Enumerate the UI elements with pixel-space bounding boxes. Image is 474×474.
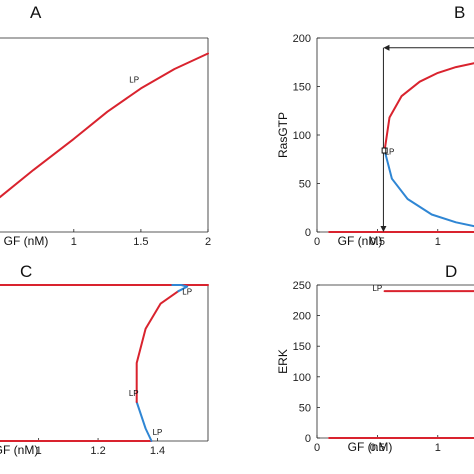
series-line-2 [383, 149, 474, 228]
vertical-arrow-head [380, 226, 387, 232]
series-line-1 [383, 62, 474, 152]
x-tick-label: 0 [314, 442, 320, 454]
series-line-2 [135, 401, 153, 442]
x-tick-label: 0.5 [370, 236, 385, 248]
lp-annotation: LP [153, 428, 163, 437]
x-tick-label: 2 [205, 236, 211, 248]
y-tick-label: 0 [305, 433, 311, 445]
panel-letter-d: D [445, 262, 457, 281]
lp-annotation: LP [372, 284, 382, 293]
lp-annotation: LP [385, 147, 395, 156]
x-tick-label: 1 [71, 236, 77, 248]
y-tick-label: 200 [293, 311, 311, 323]
x-tick-label: 1.5 [133, 236, 148, 248]
x-tick-label: 1 [435, 442, 441, 454]
lp-annotation: LP [129, 389, 139, 398]
y-tick-label: 0 [305, 227, 311, 239]
panel-d: 0 0.5 1 0 50 100 150 200 250 GF (nM) ERK LP [276, 280, 474, 454]
panel-letter-a: A [30, 3, 42, 22]
panel-b: 0 0.5 1 0 50 100 150 200 GF (nM) RasGTP LP [276, 33, 474, 248]
y-tick-label: 100 [293, 130, 311, 142]
y-tick-label: 50 [299, 402, 311, 414]
x-axis-label: GF (nM) [4, 234, 49, 248]
x-tick-label: 0.5 [370, 442, 385, 454]
lp-annotation: LP [129, 76, 139, 85]
x-axis-label: GF (nM) [348, 440, 393, 454]
y-tick-label: 250 [293, 280, 311, 292]
y-tick-label: 200 [293, 33, 311, 45]
x-tick-label: 0 [314, 236, 320, 248]
panel-letter-b: B [454, 3, 465, 22]
series-line-4 [171, 284, 189, 293]
x-tick-label: 1 [36, 445, 42, 457]
y-tick-label: 100 [293, 372, 311, 384]
series-line-0 [0, 52, 209, 199]
series-line-3 [135, 290, 180, 403]
x-axis-label: GF (nM) [0, 443, 38, 457]
y-tick-label: 150 [293, 82, 311, 94]
panel-c: 1 1.2 1.4 GF (nM) LP LP LP [0, 284, 209, 457]
panel-letter-c: C [20, 262, 32, 281]
panel-a: 1 1.5 2 GF (nM) LP [0, 37, 211, 248]
y-axis-label: ERK [276, 349, 290, 374]
y-tick-label: 150 [293, 341, 311, 353]
y-axis-label: RasGTP [276, 112, 290, 158]
horizontal-arrow-head [383, 44, 390, 51]
y-tick-label: 50 [299, 179, 311, 191]
x-tick-label: 1 [435, 236, 441, 248]
x-axis-label: GF (nM) [338, 234, 383, 248]
lp-marker [381, 147, 388, 154]
lp-annotation: LP [182, 287, 192, 296]
x-tick-label: 1.2 [90, 445, 105, 457]
x-tick-label: 1.4 [150, 445, 165, 457]
